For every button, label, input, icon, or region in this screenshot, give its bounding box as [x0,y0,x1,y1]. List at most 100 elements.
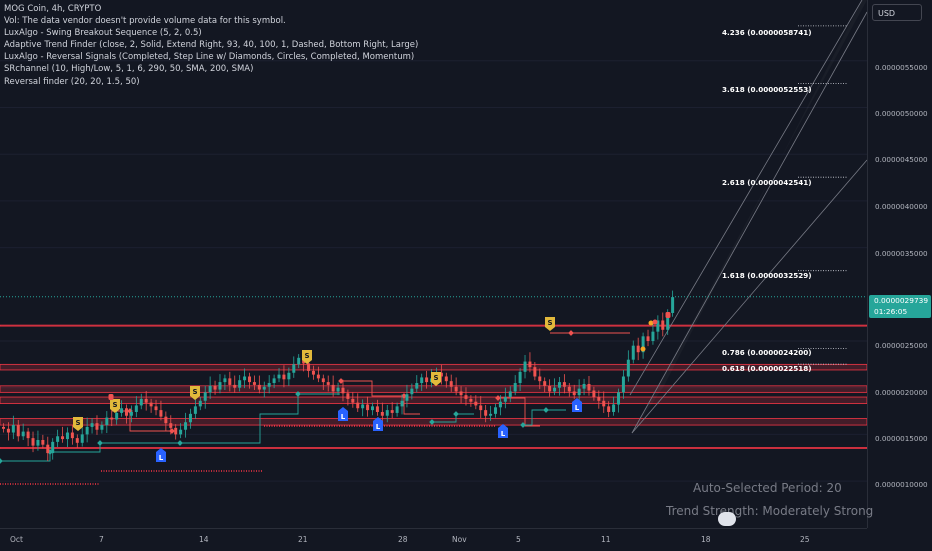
price-axis[interactable] [867,0,932,528]
candle-body [277,374,281,379]
candle-body [272,378,276,384]
reversal-marker [665,312,671,318]
candle-body [351,398,355,403]
candle-body [179,429,183,435]
fib-label: 1.618 (0.0000032529) [722,271,812,280]
candle-body [380,411,384,416]
candle-body [631,345,635,360]
candle-body [562,382,566,387]
candle-body [336,387,340,392]
candle-body [464,395,468,399]
candle-body [188,413,192,423]
candle-body [508,391,512,398]
time-tick: 28 [398,535,408,544]
time-axis[interactable]: Oct 7 14 21 28 Nov 5 11 18 25 [0,528,867,551]
candle-body [400,400,404,407]
candle-body [656,320,660,332]
tradingview-logo-icon[interactable] [718,512,736,526]
candle-body [31,438,35,446]
candle-body [444,376,448,382]
candle-body [454,386,458,392]
candle-body [567,386,571,392]
legend-reversal-finder[interactable]: Reversal finder (20, 20, 1.5, 50) [4,76,140,87]
legend-reversal-signals[interactable]: LuxAlgo - Reversal Signals (Completed, S… [4,52,415,63]
candle-body [80,434,84,443]
candle-body [159,410,163,417]
bar-countdown: 01:26:05 [874,306,908,316]
candle-body [203,392,207,401]
candle-body [262,386,266,390]
price-tick: 0.0000025000 [875,341,928,350]
current-price-tag: 0.0000029739 01:26:05 [869,295,931,318]
candle-body [582,383,586,389]
reversal-circle [648,320,654,326]
fib-levels [798,25,847,365]
candle-body [326,382,330,385]
candle-body [218,382,222,390]
time-tick: 18 [701,535,711,544]
candle-body [587,383,591,391]
reversal-step-line [0,330,630,464]
candle-body [267,383,271,387]
step-line-bull [523,409,566,426]
price-tick: 0.0000045000 [875,155,928,164]
sr-zone [0,396,868,404]
candle-body [612,404,616,412]
swing-l-marker [572,398,582,412]
candle-body [297,357,301,365]
price-tick: 0.0000015000 [875,434,928,443]
candle-body [75,438,79,443]
candle-body [208,385,212,393]
indicator-legend: MOG Coin, 4h, CRYPTO Vol: The data vendo… [4,3,418,88]
legend-srchannel[interactable]: SRchannel (10, High/Low, 5, 1, 6, 290, 5… [4,64,254,75]
candle-body [223,378,227,383]
step-line-bull [430,413,474,423]
candle-body [36,440,40,446]
candle-body [469,398,473,402]
candle-body [70,432,74,439]
candle-body [356,402,360,409]
candle-body [282,374,286,380]
diamond-marker [295,391,301,397]
swing-s-marker [110,399,120,413]
legend-swing-breakout[interactable]: LuxAlgo - Swing Breakout Sequence (5, 2,… [4,28,202,39]
diamond-marker [0,458,3,464]
swing-s-marker-text: S [75,419,80,427]
candle-body [494,407,497,414]
swing-s-marker [73,417,83,431]
candle-body [16,425,20,437]
diamond-marker [177,440,183,446]
candle-body [233,384,237,388]
trend-channel-line [629,0,863,396]
candle-body [6,428,10,433]
swing-s-marker-text: S [547,319,552,327]
swing-s-marker-text: S [433,374,438,382]
candle-body [243,376,247,381]
time-tick: Nov [452,535,467,544]
swing-s-marker-text: S [112,401,117,409]
candle-body [198,400,202,407]
candle-body [607,406,611,412]
price-tick: 0.0000020000 [875,388,928,397]
candle-body [385,410,389,416]
candle-body [257,384,261,390]
candle-body [95,423,99,430]
currency-selector[interactable]: USD [872,4,922,21]
candle-body [125,408,128,416]
legend-adaptive-trend[interactable]: Adaptive Trend Finder (close, 2, Solid, … [4,40,419,51]
candle-body [371,406,374,411]
candle-body [415,383,419,389]
symbol-title[interactable]: MOG Coin, 4h, CRYPTO [4,4,102,14]
swing-l-marker-text: L [376,423,381,431]
candle-body [439,372,443,377]
candle-body [26,431,30,439]
swing-s-marker [431,372,441,386]
legend-vol[interactable]: Vol: The data vendor doesn't provide vol… [4,16,286,27]
swing-l-marker-text: L [159,454,164,462]
candle-body [2,426,5,429]
swing-s-marker [190,386,200,400]
candle-body [139,398,143,406]
candle-body [366,404,370,411]
candle-body [636,345,640,353]
